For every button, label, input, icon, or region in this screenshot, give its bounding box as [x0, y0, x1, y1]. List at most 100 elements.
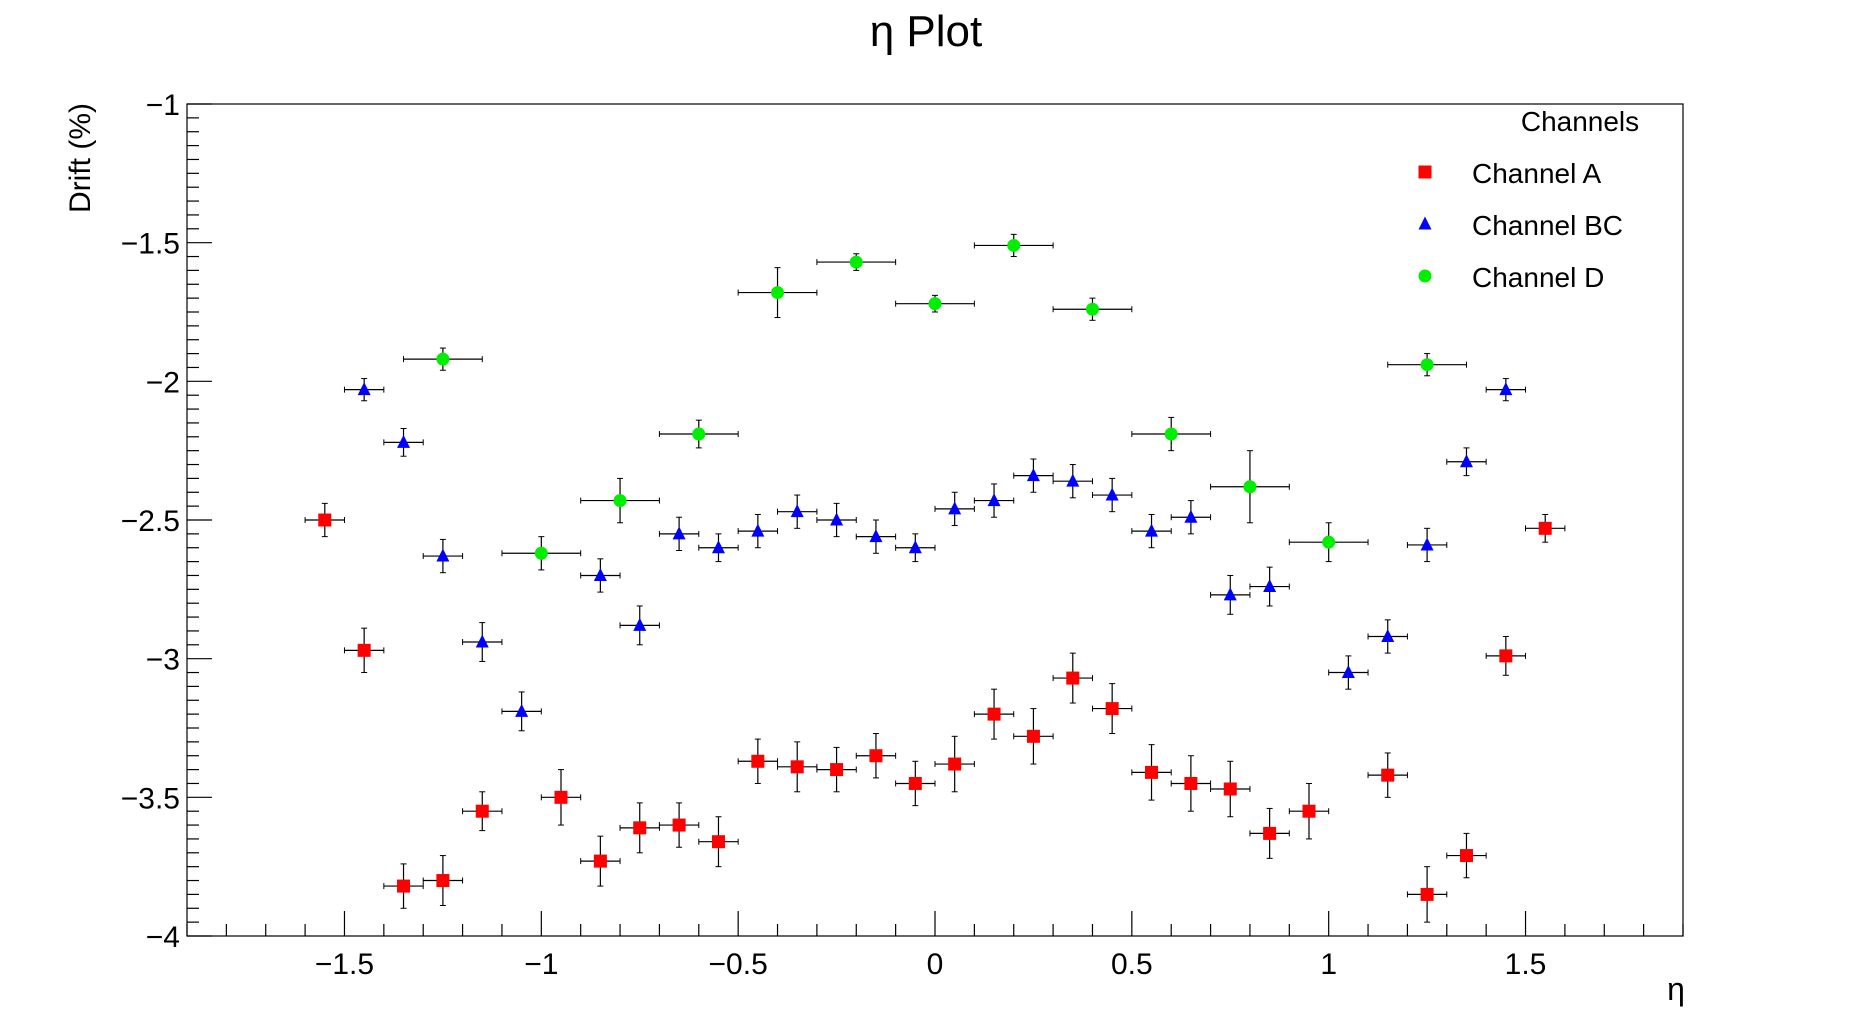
y-tick-label: −1 [146, 89, 180, 122]
data-point [357, 382, 371, 396]
data-point [1420, 537, 1434, 551]
x-axis-label: η [1667, 971, 1685, 1007]
y-axis-label: Drift (%) [64, 103, 97, 213]
x-axis-tick-labels: −1.5 −1 −0.5 0 0.5 1 1.5 [315, 948, 1547, 981]
data-point [908, 776, 922, 790]
data-point [711, 835, 725, 849]
legend-label: Channel A [1472, 158, 1602, 189]
data-point [1184, 776, 1198, 790]
data-point [1381, 768, 1395, 782]
data-point [1459, 454, 1473, 468]
data-point [593, 854, 607, 868]
data-point [1263, 826, 1277, 840]
x-tick-label: 0.5 [1111, 948, 1153, 981]
data-point [987, 707, 1001, 721]
data-point [869, 749, 883, 763]
data-point [515, 703, 529, 717]
legend: Channels Channel A Channel BC Channel D [1418, 106, 1639, 293]
series-channel-d [403, 233, 1467, 571]
data-point [1302, 804, 1316, 818]
data-point [1145, 765, 1159, 779]
data-point [1243, 480, 1257, 494]
data-point [692, 427, 706, 441]
data-point [1105, 487, 1119, 501]
plot-frame [186, 103, 1684, 937]
legend-marker [1418, 216, 1432, 230]
data-point [534, 546, 548, 560]
data-point [771, 286, 785, 300]
data-point [1420, 358, 1434, 372]
x-axis-ticks [186, 911, 1684, 936]
legend-item: Channel A [1418, 158, 1602, 189]
data-point [751, 754, 765, 768]
y-tick-label: −3.5 [121, 782, 180, 815]
legend-item: Channel D [1418, 262, 1604, 293]
data-point [849, 255, 863, 269]
data-point [1263, 579, 1277, 593]
x-tick-label: −1.5 [315, 948, 374, 981]
data-point [1145, 523, 1159, 537]
data-point [1499, 649, 1513, 663]
data-point [1223, 587, 1237, 601]
x-tick-label: 0 [927, 948, 944, 981]
data-point [593, 567, 607, 581]
data-point [908, 540, 922, 554]
y-tick-label: −4 [146, 921, 180, 954]
y-tick-label: −2.5 [121, 505, 180, 538]
y-axis-tick-labels: −4 −3.5 −3 −2.5 −2 −1.5 −1 [121, 89, 180, 954]
data-point [613, 494, 627, 508]
y-tick-label: −1.5 [121, 228, 180, 261]
data-point [1184, 509, 1198, 523]
data-point [436, 874, 450, 888]
data-point [751, 523, 765, 537]
data-point [436, 548, 450, 562]
data-point [554, 790, 568, 804]
data-point [672, 526, 686, 540]
data-point [1459, 849, 1473, 863]
data-point [869, 529, 883, 543]
legend-item: Channel BC [1418, 210, 1623, 241]
y-axis-ticks [187, 103, 212, 937]
data-point [790, 760, 804, 774]
data-point [790, 504, 804, 518]
legend-title: Channels [1521, 106, 1639, 137]
data-point [672, 818, 686, 832]
data-point [1322, 535, 1336, 549]
legend-marker [1418, 269, 1432, 283]
chart-title: η Plot [870, 7, 983, 56]
x-tick-label: −1 [524, 948, 558, 981]
series-channel-a [304, 502, 1566, 923]
data-point [633, 821, 647, 835]
y-tick-label: −2 [146, 366, 180, 399]
x-tick-label: −0.5 [709, 948, 768, 981]
data-point [711, 540, 725, 554]
data-point [948, 757, 962, 771]
y-tick-label: −3 [146, 644, 180, 677]
data-point [1223, 782, 1237, 796]
data-point [987, 493, 1001, 507]
legend-marker [1418, 165, 1432, 179]
data-points [304, 233, 1566, 923]
data-point [1341, 665, 1355, 679]
data-point [1381, 628, 1395, 642]
data-point [830, 763, 844, 777]
data-point [475, 804, 489, 818]
data-point [1420, 887, 1434, 901]
data-point [475, 634, 489, 648]
data-point [928, 297, 942, 311]
data-point [1499, 382, 1513, 396]
data-point [830, 512, 844, 526]
data-point [436, 352, 450, 366]
series-channel-bc [343, 378, 1527, 732]
data-point [1066, 671, 1080, 685]
data-point [948, 501, 962, 515]
x-tick-label: 1.5 [1505, 948, 1547, 981]
data-point [1026, 468, 1040, 482]
data-point [397, 434, 411, 448]
data-point [1026, 729, 1040, 743]
data-point [633, 617, 647, 631]
data-point [1007, 238, 1021, 252]
x-tick-label: 1 [1320, 948, 1337, 981]
data-point [357, 643, 371, 657]
